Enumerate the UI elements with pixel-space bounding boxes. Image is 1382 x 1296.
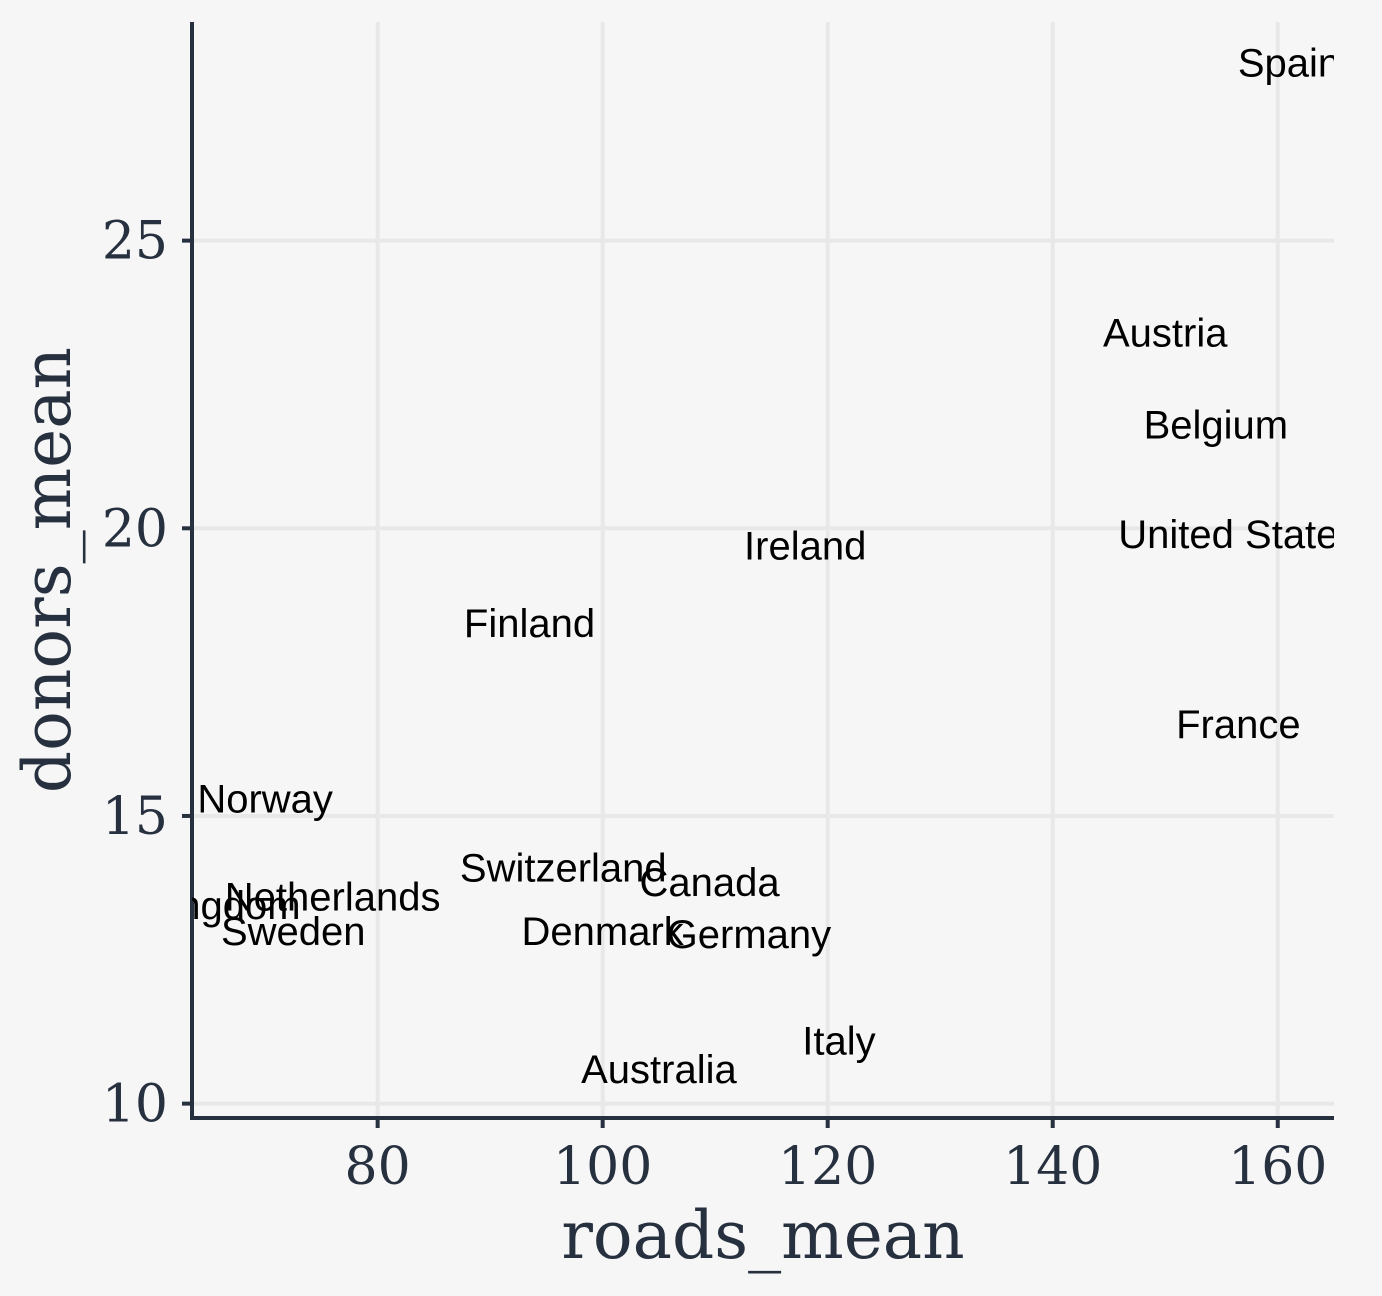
point-labels: Spain Austria Belgium United States Ireland F… <box>16 41 1358 1092</box>
point-label: Switzerland <box>460 847 667 891</box>
point-label: United Kingdom <box>16 884 301 928</box>
point-label: Denmark <box>522 910 685 954</box>
point-label: United States <box>1118 513 1358 557</box>
point-label: Norway <box>197 778 333 822</box>
point-label: Ireland <box>744 525 866 569</box>
point-label: Sweden <box>221 910 366 954</box>
point-label: Finland <box>464 602 595 646</box>
point-label: Austria <box>1103 312 1228 356</box>
x-tick-label: 140 <box>1003 1137 1102 1197</box>
y-tick-label: 25 <box>102 212 168 272</box>
y-axis-title: donors_mean <box>9 347 86 793</box>
x-tick-label: 80 <box>345 1137 411 1197</box>
point-label: Italy <box>802 1019 875 1063</box>
point-label: Belgium <box>1144 404 1289 448</box>
point-label: Canada <box>639 861 780 905</box>
y-tick-label: 15 <box>102 787 168 847</box>
point-label: Germany <box>667 913 832 957</box>
axes <box>182 22 1334 1128</box>
x-tick-label: 120 <box>778 1137 877 1197</box>
x-tick-label: 160 <box>1228 1137 1327 1197</box>
grid-lines <box>192 22 1334 1118</box>
tick-labels: 80 100 120 140 160 10 15 20 25 <box>102 212 1328 1197</box>
x-tick-label: 100 <box>553 1137 652 1197</box>
point-label: Spain <box>1238 41 1340 85</box>
point-label: Netherlands <box>225 875 441 919</box>
x-axis-title: roads_mean <box>561 1197 964 1274</box>
y-tick-label: 20 <box>102 499 168 559</box>
point-label: Australia <box>581 1048 737 1092</box>
point-label: France <box>1176 703 1301 747</box>
y-tick-label: 10 <box>102 1075 168 1135</box>
